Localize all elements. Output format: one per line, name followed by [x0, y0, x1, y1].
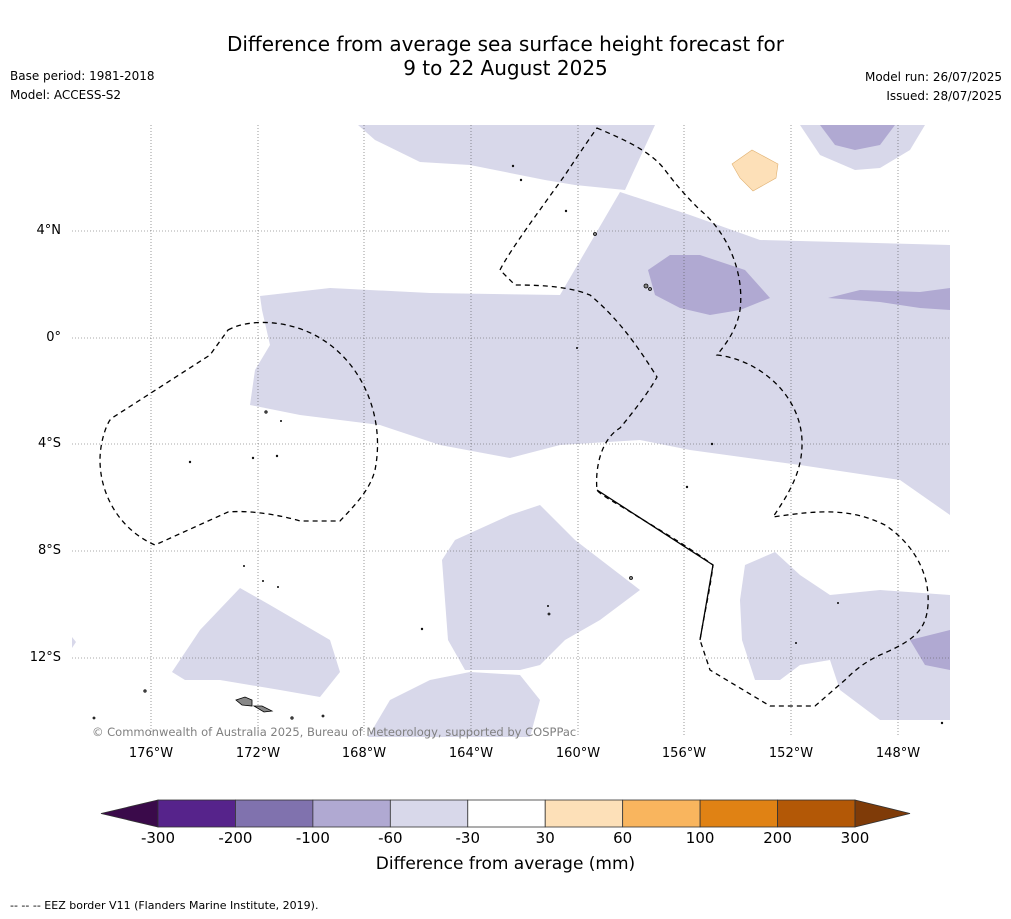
island-savaii: [235, 696, 253, 707]
anomaly-region-southeast: [740, 552, 950, 720]
lat-label-12s: 12°S: [29, 650, 61, 665]
colorbar-tick: -200: [218, 829, 253, 847]
colorbar-segment: [777, 799, 856, 828]
anomaly-core-east: [828, 288, 950, 310]
lat-label-0: 0°: [46, 330, 61, 345]
map-title: Difference from average sea surface heig…: [0, 32, 1011, 80]
lat-label-4s: 4°S: [37, 436, 61, 451]
islands: [92, 164, 944, 725]
positive-anomaly-region: [731, 149, 779, 192]
anomaly-region-south: [368, 672, 540, 737]
anomaly-region-southwest: [172, 588, 340, 697]
lon-label-176w: 176°W: [128, 746, 174, 761]
lon-label-152w: 152°W: [768, 746, 814, 761]
eez-tuvalu-tokelau-west: [99, 321, 379, 546]
copyright-notice: © Commonwealth of Australia 2025, Bureau…: [92, 725, 576, 739]
eez-shared-boundary: [596, 489, 714, 641]
lon-label-172w: 172°W: [235, 746, 281, 761]
colorbar-tick: 30: [535, 829, 555, 847]
model-name: Model: ACCESS-S2: [10, 88, 122, 102]
model-run: Model run: 26/07/2025: [864, 70, 1002, 84]
lon-label-156w: 156°W: [661, 746, 707, 761]
anomaly-core-northeast: [820, 125, 895, 150]
map-canvas: © Commonwealth of Australia 2025, Bureau…: [72, 125, 950, 739]
issued-date: Issued: 28/07/2025: [886, 89, 1002, 103]
colorbar-tick: -30: [455, 829, 481, 847]
lon-label-160w: 160°W: [555, 746, 601, 761]
colorbar-segment: [235, 799, 314, 828]
colorbar-segment: [389, 799, 469, 828]
lat-label-8s: 8°S: [37, 543, 61, 558]
colorbar-tick: -300: [140, 829, 176, 847]
colorbar-segment: [157, 799, 236, 828]
eez-footnote: -- -- -- EEZ border V11 (Flanders Marine…: [10, 899, 319, 912]
lon-label-168w: 168°W: [341, 746, 387, 761]
colorbar-extend-high: [854, 799, 911, 828]
title-line-1: Difference from average sea surface heig…: [226, 32, 785, 56]
colorbar-segment: [544, 799, 624, 828]
meta-right: Model run: 26/07/2025 Issued: 28/07/2025: [865, 68, 1002, 106]
colorbar-segment: [622, 799, 701, 828]
island-upolu: [252, 705, 274, 713]
colorbar-tick: 60: [613, 829, 633, 847]
colorbar-tick: -60: [378, 829, 403, 847]
anomaly-core-central: [648, 255, 770, 315]
colorbar-tick: -100: [295, 829, 330, 847]
anomaly-region-equatorial: [250, 192, 950, 515]
colorbar-segment: [699, 799, 778, 828]
anomaly-core-southeast: [910, 630, 950, 670]
lat-label-4n: 4°N: [36, 223, 62, 238]
colorbar-segment: [467, 799, 546, 828]
colorbar-tick: 300: [840, 829, 870, 847]
eez-borders: [99, 127, 929, 707]
lon-label-164w: 164°W: [448, 746, 494, 761]
lon-label-148w: 148°W: [875, 746, 921, 761]
anomaly-region-south-central: [442, 505, 640, 670]
base-period: Base period: 1981-2018: [10, 69, 155, 83]
colorbar-tick: 100: [685, 829, 715, 847]
gridlines: [72, 125, 950, 737]
eez-kiribati-phoenix: [499, 127, 929, 707]
colorbar-extend-low: [100, 799, 159, 828]
meta-left: Base period: 1981-2018 Model: ACCESS-S2: [10, 67, 155, 105]
colorbar-label: Difference from average (mm): [375, 854, 636, 874]
colorbar-segment: [312, 799, 391, 828]
title-line-2: 9 to 22 August 2025: [403, 56, 608, 80]
anomaly-region-north: [358, 125, 655, 190]
anomaly-region-left-edge: [72, 637, 76, 648]
colorbar-tick: 200: [763, 829, 792, 847]
